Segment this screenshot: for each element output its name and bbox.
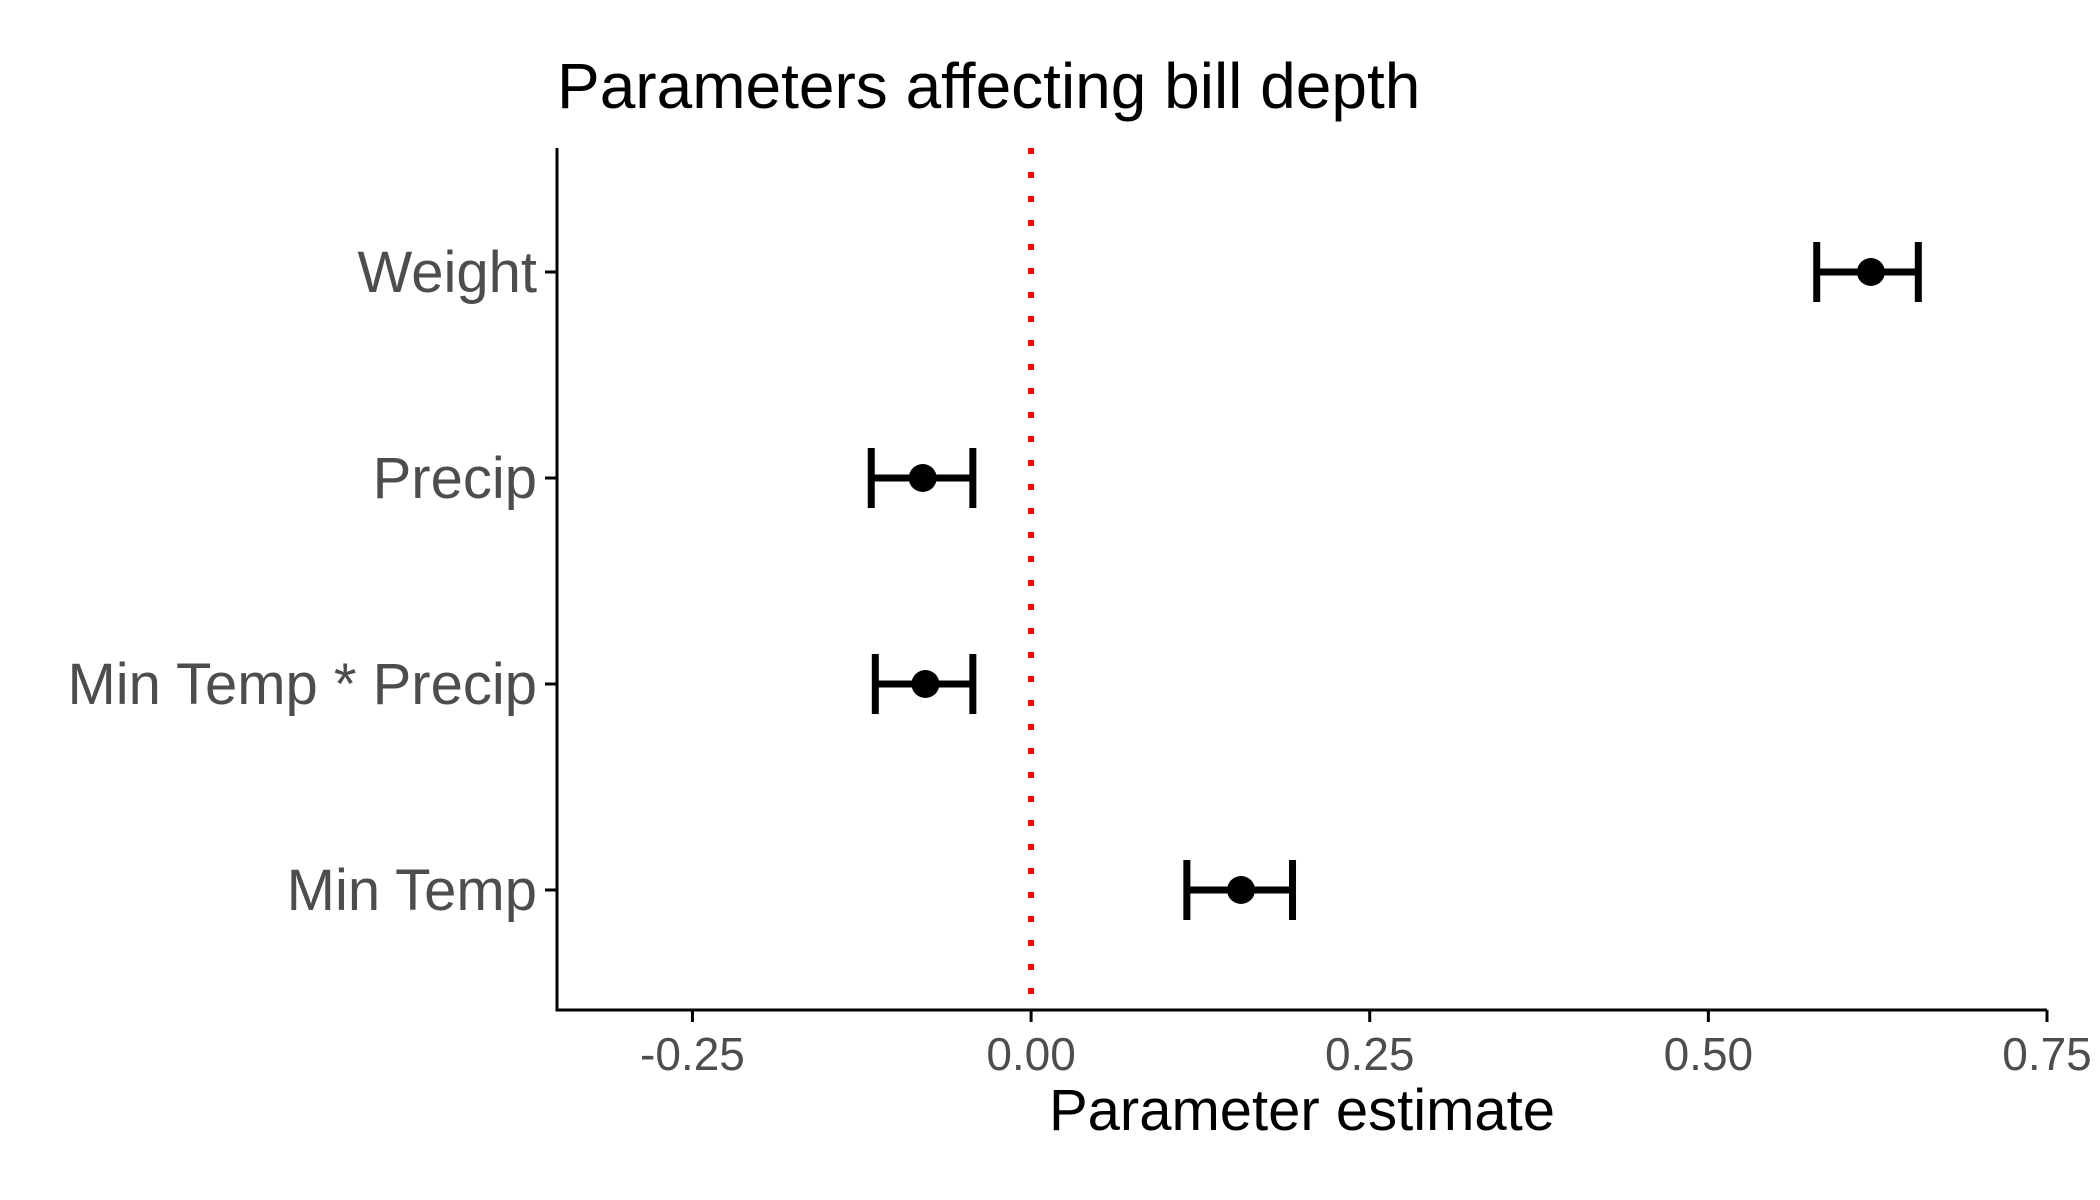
chart-title: Parameters affecting bill depth — [557, 50, 1420, 122]
x-axis-title: Parameter estimate — [1049, 1078, 1555, 1143]
y-tick-label: Precip — [373, 446, 537, 511]
x-tick-label: -0.25 — [640, 1028, 745, 1080]
estimate-point — [911, 670, 940, 698]
estimate-point — [1227, 876, 1256, 904]
x-tick-label: 0.75 — [2002, 1028, 2092, 1080]
estimate-point — [1856, 258, 1885, 286]
y-tick-label: Min Temp — [287, 858, 537, 923]
marks-layer — [867, 242, 1922, 920]
x-tick-label: 0.00 — [986, 1028, 1076, 1080]
y-tick-label: Min Temp * Precip — [67, 652, 537, 717]
axes-layer: -0.25 0.00 0.25 0.50 0.75 Weight Precip Min Tem… — [67, 148, 2092, 1080]
y-tick-label: Weight — [358, 240, 537, 305]
x-tick-label: 0.50 — [1664, 1028, 1754, 1080]
x-tick-label: 0.25 — [1325, 1028, 1415, 1080]
estimate-point — [908, 464, 937, 492]
